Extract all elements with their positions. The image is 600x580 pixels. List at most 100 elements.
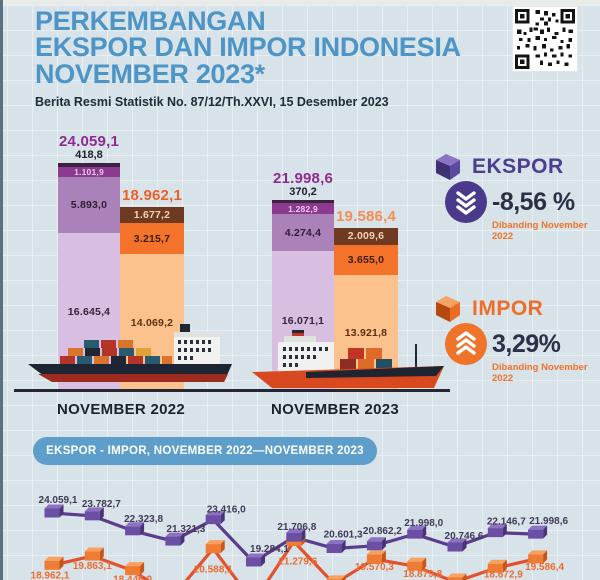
section-banner: EKSPOR - IMPOR, NOVEMBER 2022—NOVEMBER 2… — [33, 437, 377, 465]
impor-value-label: 19.586,4 — [525, 562, 564, 573]
ekspor-value-label: 22.146,7 — [487, 517, 526, 528]
ekspor-marker-top — [326, 539, 346, 544]
ekspor-change-row: -8,56 % — [430, 180, 598, 224]
ekspor-data-point-marker — [366, 541, 382, 551]
cargo-ship-2022-illustration — [28, 324, 232, 382]
ekspor-marker-side — [59, 504, 64, 518]
ekspor-value-label: 24.059,1 — [39, 495, 78, 506]
left-edge-strip — [0, 0, 3, 580]
title-line-2: EKSPOR DAN IMPOR INDONESIA — [35, 32, 461, 63]
ekspor-change-percent: -8,56 % — [492, 187, 575, 216]
impor-marker-top — [205, 540, 225, 545]
ekspor-marker-top — [125, 522, 145, 527]
bar-segment-barang-konsumsi: 1.677,2 — [120, 207, 184, 224]
impor-marker-top — [528, 550, 548, 555]
ekspor-label: EKSPOR — [472, 155, 564, 178]
impor-value-label: 18.446,0 — [113, 575, 152, 580]
ekspor-value-label: 20.862,2 — [363, 526, 402, 537]
impor-compare-note: Dibanding November 2022 — [492, 362, 588, 384]
ekspor-value-label: 21.321,3 — [166, 524, 205, 535]
chart-baseline — [14, 389, 450, 392]
ekspor-data-point-marker — [165, 536, 181, 546]
impor-marker-top — [407, 557, 427, 562]
impor-data-point-marker — [487, 563, 503, 573]
ekspor-data-point-marker — [528, 529, 544, 539]
impor-marker-side — [341, 575, 346, 580]
ekspor-marker-side — [341, 539, 346, 553]
ekspor-marker-side — [381, 537, 386, 551]
impor-panel-header: IMPOR — [430, 294, 598, 324]
ekspor-data-point-marker — [125, 526, 141, 536]
bar-total-label: 24.059,1 — [59, 133, 119, 150]
ekspor-marker-side — [502, 524, 507, 538]
impor-marker-side — [59, 556, 64, 570]
increase-triple-chevron-icon — [445, 323, 487, 365]
import-cube-icon — [436, 296, 460, 322]
impor-value-label: 21.279,6 — [278, 557, 317, 568]
ekspor-marker-top — [487, 524, 507, 529]
impor-marker-top — [487, 559, 507, 564]
decrease-triple-chevron-icon — [445, 181, 487, 223]
ekspor-marker-top — [407, 525, 427, 530]
impor-value-label: 19.863,1 — [73, 561, 112, 572]
impor-data-point-marker — [528, 554, 544, 564]
impor-value-label: 18.879,8 — [403, 569, 442, 580]
ekspor-marker-side — [99, 507, 104, 521]
impor-change-row: 3,29% — [430, 322, 598, 366]
ekspor-marker-side — [220, 511, 225, 525]
bar-segment-barang-konsumsi: 2.009,6 — [334, 228, 398, 245]
impor-marker-top — [366, 550, 386, 555]
impor-data-point-marker — [84, 551, 100, 561]
top-edge-strip — [0, 0, 600, 5]
ekspor-marker-side — [543, 525, 548, 539]
impor-marker-side — [543, 550, 548, 564]
ekspor-marker-side — [140, 522, 145, 536]
ekspor-data-point-marker — [286, 532, 302, 542]
ekspor-panel-header: EKSPOR — [430, 152, 598, 182]
impor-data-point-marker — [366, 554, 382, 564]
title-line-3: NOVEMBER 2023* — [35, 58, 265, 89]
bar-segment-pertanian-kehutanan-dan-perikanan — [58, 163, 120, 167]
ekspor-value-label: 21.706,8 — [277, 522, 316, 533]
impor-marker-side — [422, 557, 427, 571]
release-subtitle: Berita Resmi Statistik No. 87/12/Th.XXVI… — [35, 95, 389, 109]
ekspor-value-label: 21.998,0 — [404, 518, 443, 529]
bar-segment-pertanian-kehutanan-dan-perikanan — [272, 200, 334, 204]
qr-code-icon — [513, 7, 577, 71]
impor-marker-top — [84, 547, 104, 552]
impor-marker-top — [125, 562, 145, 567]
ekspor-data-point-marker — [487, 528, 503, 538]
impor-marker-side — [462, 573, 467, 580]
impor-data-point-marker — [44, 560, 60, 570]
category-label-november-2022: NOVEMBER 2022 — [56, 401, 186, 418]
ekspor-marker-top — [205, 511, 225, 516]
impor-marker-top — [326, 575, 346, 580]
ekspor-data-point-marker — [447, 542, 463, 552]
impor-marker-side — [381, 550, 386, 564]
ekspor-data-point-marker — [44, 508, 60, 518]
ekspor-data-point-marker — [326, 543, 342, 553]
bar-segment-pertambangan-dan-lainnya: 5.893,0 — [58, 177, 120, 234]
impor-data-point-marker — [447, 577, 463, 580]
bar-segment-migas: 1.101,9 — [58, 166, 120, 178]
ekspor-data-point-marker — [84, 511, 100, 521]
ekspor-value-label: 20.746,6 — [445, 531, 484, 542]
ekspor-data-point-marker — [407, 529, 423, 539]
ekspor-marker-top — [447, 538, 467, 543]
bar-segment-migas: 1.282,9 — [272, 203, 334, 215]
ekspor-summary-panel: EKSPOR -8,56 % Dibanding November 2022 — [430, 152, 598, 251]
ekspor-marker-side — [180, 532, 185, 546]
ekspor-value-label: 21.998,6 — [529, 516, 568, 527]
impor-value-label: 18.962,1 — [31, 570, 70, 580]
bar-total-label: 21.998,6 — [273, 170, 333, 187]
ekspor-marker-top — [528, 525, 548, 530]
ekspor-value-label: 23.416,0 — [207, 505, 246, 516]
ekspor-marker-side — [422, 525, 427, 539]
ekspor-data-point-marker — [246, 557, 261, 567]
ekspor-value-label: 22.323,8 — [124, 514, 163, 525]
ekspor-value-label: 23.782,7 — [82, 499, 121, 510]
ekspor-marker-side — [462, 538, 467, 552]
bar-segment-top-label: 370,2 — [289, 186, 317, 198]
ekspor-marker-top — [44, 504, 64, 509]
